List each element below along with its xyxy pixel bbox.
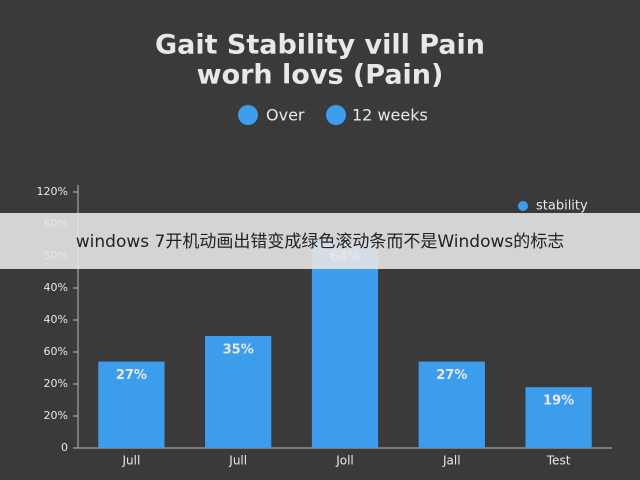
chart-title: Gait Stability vill Pain	[155, 30, 485, 61]
y-tick-label: 40%	[44, 313, 68, 326]
banner-background	[0, 213, 640, 269]
data-label: 27%	[116, 368, 147, 383]
legend-swatch	[238, 105, 258, 125]
bar	[98, 361, 165, 448]
legend-swatch	[326, 105, 346, 125]
x-tick-label: Joll	[335, 454, 354, 468]
bar	[418, 361, 485, 448]
banner-text: windows 7开机动画出错变成绿色滚动条而不是Windows的标志	[76, 232, 564, 252]
y-tick-label: 20%	[44, 377, 68, 390]
bar	[205, 336, 272, 448]
y-tick-label: 40%	[44, 281, 68, 294]
x-tick-label: Jull	[121, 454, 140, 468]
y-tick-label: 60%	[44, 345, 68, 358]
chart-title: worh lovs (Pain)	[197, 60, 444, 91]
overlay-banner: windows 7开机动画出错变成绿色滚动条而不是Windows的标志	[0, 213, 640, 269]
x-tick-label: Jall	[442, 454, 461, 468]
bar	[311, 243, 379, 448]
legend-label: 12 weeks	[352, 106, 428, 125]
data-label: 35%	[223, 343, 254, 358]
data-label: 19%	[543, 394, 574, 409]
legend-swatch	[518, 201, 528, 211]
bar	[525, 387, 592, 448]
data-label: 27%	[436, 368, 467, 383]
y-tick-label: 0	[61, 441, 68, 454]
y-tick-label: 120%	[37, 185, 68, 198]
x-tick-label: Test	[546, 454, 571, 468]
legend-label: Over	[266, 106, 305, 125]
y-tick-label: 20%	[44, 409, 68, 422]
legend-label: stability	[536, 199, 588, 214]
x-tick-label: Jull	[228, 454, 247, 468]
